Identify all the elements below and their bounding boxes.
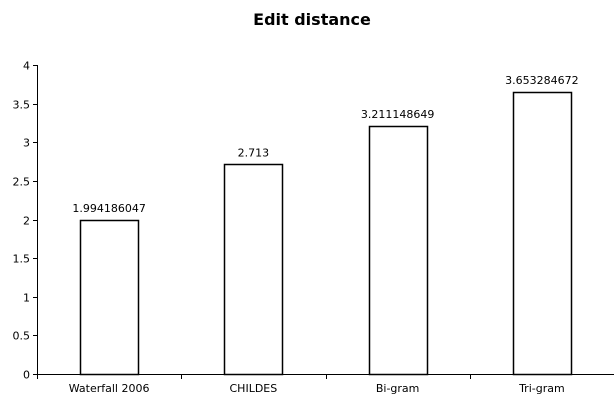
bar bbox=[368, 125, 429, 376]
bar bbox=[223, 163, 284, 376]
bar-data-label: 3.653284672 bbox=[505, 74, 578, 87]
x-axis: Waterfall 2006 CHILDES Bi-gram Tri-gram bbox=[37, 374, 614, 395]
y-tick-label: 1.5 bbox=[13, 253, 31, 266]
bar-data-label: 1.994186047 bbox=[72, 202, 145, 215]
x-tick-label: Waterfall 2006 bbox=[69, 382, 150, 395]
chart-title: Edit distance bbox=[253, 10, 371, 29]
bar-data-label: 3.211148649 bbox=[361, 108, 434, 121]
x-tick-label: Bi-gram bbox=[376, 382, 420, 395]
y-tick-label: 0.5 bbox=[13, 330, 31, 343]
y-tick-label: 2.5 bbox=[13, 176, 31, 189]
y-tick-label: 1 bbox=[23, 292, 30, 305]
bars bbox=[79, 91, 573, 376]
data-labels: 1.994186047 2.713 3.211148649 3.653284672 bbox=[72, 74, 578, 215]
y-tick-label: 2 bbox=[23, 215, 30, 228]
x-tick-label: Tri-gram bbox=[518, 382, 565, 395]
x-tick-label: CHILDES bbox=[230, 382, 278, 395]
y-tick-label: 3.5 bbox=[13, 99, 31, 112]
bar bbox=[79, 219, 140, 376]
y-axis: 0 0.5 1 1.5 2 2.5 3 3.5 4 bbox=[13, 60, 38, 382]
y-tick-label: 3 bbox=[23, 137, 30, 150]
bar bbox=[512, 91, 573, 376]
y-tick-label: 4 bbox=[23, 60, 30, 73]
y-tick-label: 0 bbox=[23, 369, 30, 382]
bar-data-label: 2.713 bbox=[238, 146, 270, 159]
